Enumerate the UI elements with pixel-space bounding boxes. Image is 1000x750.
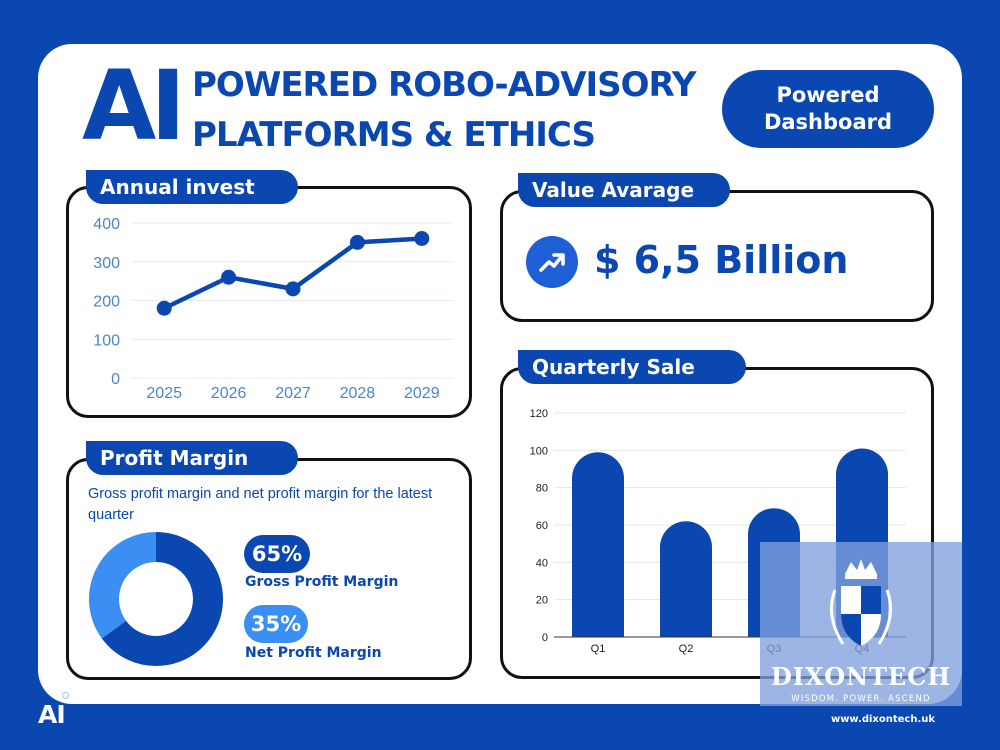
page-title-line-1: POWERED ROBO-ADVISORY [192, 65, 696, 105]
y-tick-label: 120 [530, 408, 548, 420]
data-point [414, 231, 430, 246]
footer-logo-dot-icon [62, 692, 69, 699]
annual-invest-tag: Annual invest [86, 170, 298, 204]
data-point [156, 300, 172, 316]
y-tick-label: 20 [536, 595, 548, 607]
bar [572, 452, 624, 637]
data-point [285, 281, 301, 297]
x-tick-label: Q2 [679, 643, 694, 655]
profit-margin-description: Gross profit margin and net profit margi… [88, 486, 433, 523]
badge-line-1: Powered [776, 82, 880, 107]
website-url: www.dixontech.uk [830, 714, 936, 725]
y-tick-label: 400 [93, 216, 120, 233]
gross-margin-badge: 65% [244, 535, 310, 573]
annual-invest-panel [66, 186, 472, 418]
x-tick-label: 2029 [404, 385, 440, 402]
y-tick-label: 100 [93, 332, 120, 349]
y-tick-label: 80 [536, 483, 548, 495]
y-tick-label: 100 [530, 445, 548, 457]
data-point [221, 269, 237, 285]
quarterly-sale-tag: Quarterly Sale [518, 350, 746, 384]
gross-margin-label: Gross Profit Margin [245, 574, 399, 590]
donut-slice [89, 532, 157, 639]
x-tick-label: 2027 [275, 385, 311, 402]
page-title-line-2: PLATFORMS & ETHICS [192, 115, 596, 155]
series-line [161, 236, 425, 311]
profit-margin-tag: Profit Margin [86, 441, 298, 475]
profit-margin-donut-chart [89, 532, 223, 666]
y-tick-label: 300 [93, 255, 120, 272]
y-tick-label: 0 [542, 632, 548, 644]
net-margin-label: Net Profit Margin [245, 645, 382, 661]
donut-slice [101, 532, 223, 666]
x-tick-label: 2025 [146, 385, 182, 402]
footer-ai-logo: AI [38, 700, 66, 729]
y-tick-label: 0 [111, 371, 120, 388]
y-tick-label: 200 [93, 294, 120, 311]
x-tick-label: 2028 [340, 385, 376, 402]
x-tick-label: 2026 [211, 385, 247, 402]
value-average-tag: Value Avarage [518, 173, 730, 207]
data-point [349, 234, 365, 250]
x-tick-label: Q1 [591, 643, 606, 655]
brand-tagline: WISDOM. POWER. ASCEND [791, 694, 931, 704]
ai-logo: AI [82, 50, 186, 162]
value-average-amount: $ 6,5 Billion [594, 238, 849, 282]
dixontech-watermark: DIXONTECH WISDOM. POWER. ASCEND [760, 542, 962, 706]
badge-line-2: Dashboard [763, 110, 893, 134]
crest-icon [829, 559, 893, 646]
bar [660, 521, 712, 637]
powered-dashboard-badge: Powered Dashboard [722, 70, 934, 148]
y-tick-label: 60 [536, 520, 548, 532]
brand-name: DIXONTECH [770, 662, 951, 691]
net-margin-badge: 35% [244, 605, 308, 643]
trending-up-icon [526, 236, 578, 288]
quarterly-sale-bar-chart: 020406080100120Q1Q2Q3Q4 [530, 408, 906, 655]
annual-invest-line-chart: 0 100 200 300 400 2025 2026 2027 2028 2029 [93, 216, 454, 402]
y-tick-label: 40 [536, 557, 548, 569]
